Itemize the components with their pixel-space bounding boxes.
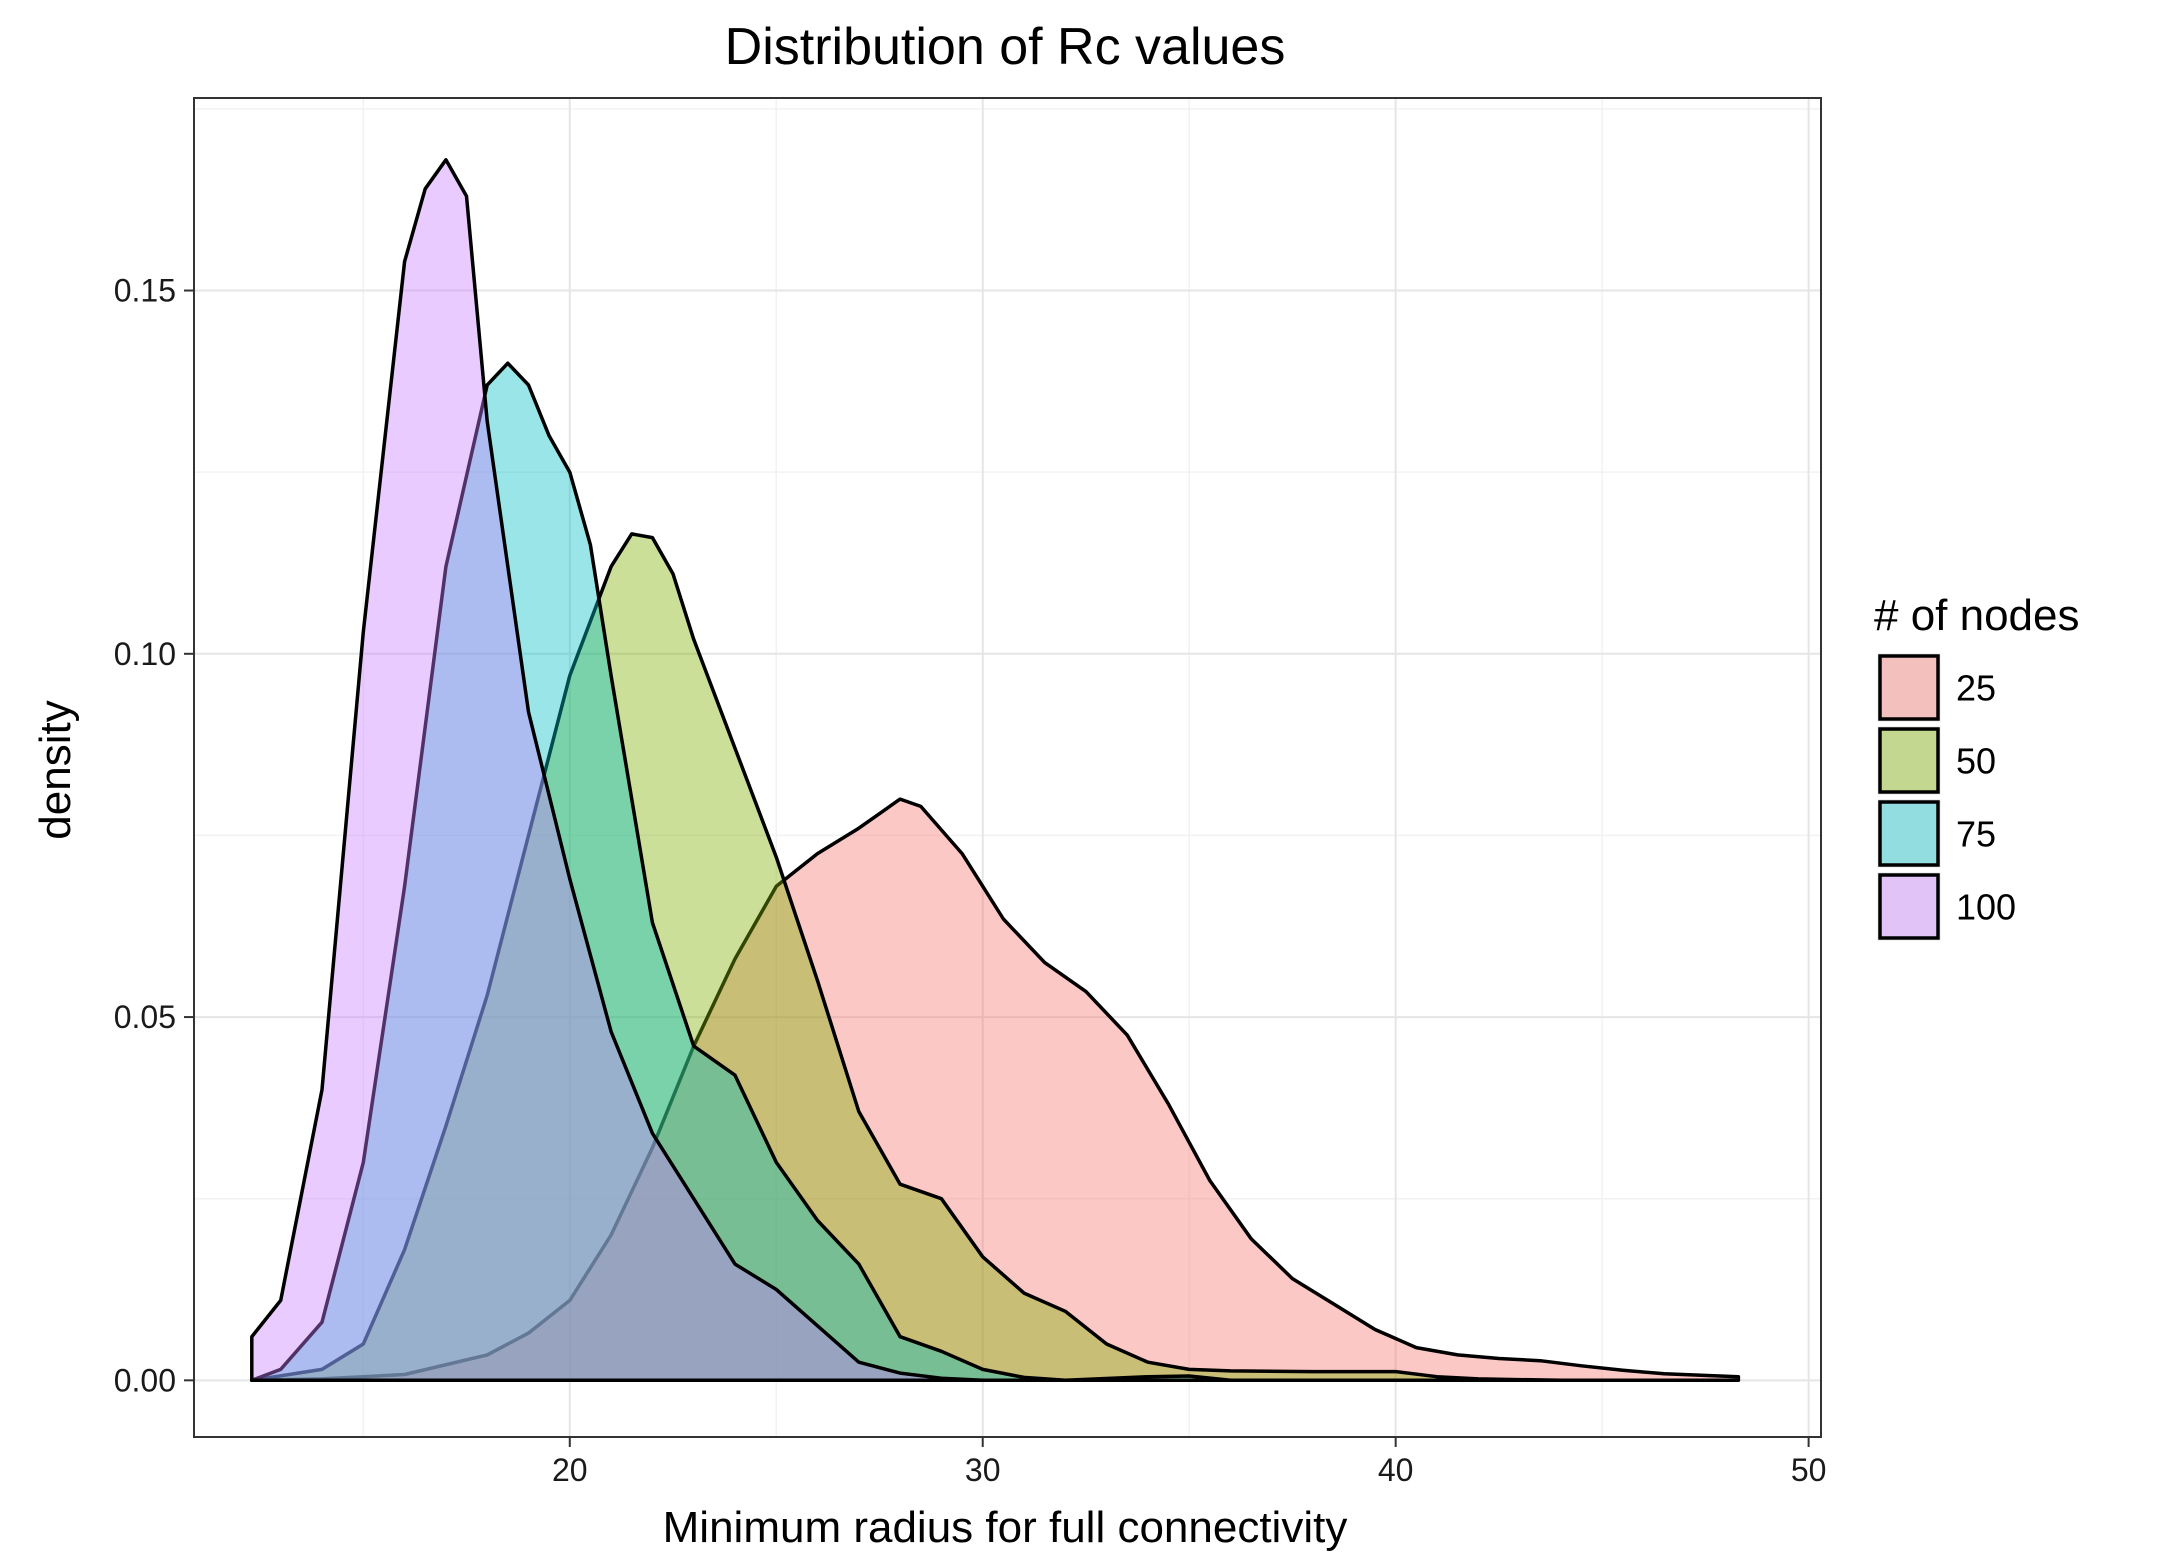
chart-title: Distribution of Rc values bbox=[725, 18, 1286, 76]
legend-key-100 bbox=[1878, 873, 1940, 940]
density-area-50 bbox=[250, 532, 1563, 1383]
legend-label-50: 50 bbox=[1956, 741, 1996, 782]
legend-title: # of nodes bbox=[1874, 591, 2080, 640]
density-area-25 bbox=[250, 797, 1741, 1383]
legend-key-background bbox=[1875, 797, 1943, 870]
legend-key-background bbox=[1875, 724, 1943, 797]
y-tick-label: 0.00 bbox=[114, 1362, 176, 1398]
legend-label-25: 25 bbox=[1956, 668, 1996, 709]
legend-key-75 bbox=[1878, 800, 1940, 867]
legend-label-100: 100 bbox=[1956, 887, 2016, 928]
panel-background bbox=[194, 98, 1821, 1437]
y-tick-label: 0.15 bbox=[114, 273, 176, 309]
density-area-75 bbox=[250, 361, 1233, 1383]
plot-panel: 20 30 40 50 0.00 0.05 0.10 0.15 bbox=[114, 97, 1827, 1488]
panel-border bbox=[193, 97, 1822, 1438]
y-tick-label: 0.10 bbox=[114, 636, 176, 672]
legend: # of nodes 25 50 75 100 bbox=[1874, 591, 2080, 943]
legend-key-50 bbox=[1878, 727, 1940, 794]
y-tick-label: 0.05 bbox=[114, 999, 176, 1035]
y-axis-title: density bbox=[31, 700, 80, 839]
x-tick-label: 20 bbox=[552, 1452, 588, 1488]
legend-key-background bbox=[1875, 651, 1943, 724]
legend-key-background bbox=[1875, 870, 1943, 943]
x-tick-label: 40 bbox=[1378, 1452, 1414, 1488]
x-tick-label: 50 bbox=[1791, 1452, 1827, 1488]
density-area-100 bbox=[250, 158, 985, 1383]
x-axis-title: Minimum radius for full connectivity bbox=[663, 1503, 1348, 1552]
legend-key-25 bbox=[1878, 654, 1940, 721]
legend-label-75: 75 bbox=[1956, 814, 1996, 855]
x-tick-label: 30 bbox=[965, 1452, 1001, 1488]
